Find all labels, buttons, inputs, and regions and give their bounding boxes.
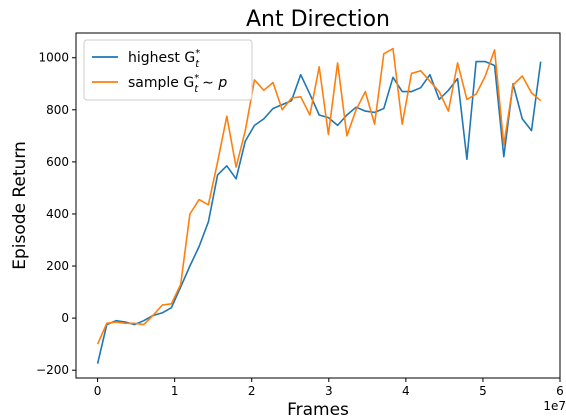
plot-frame: [75, 32, 561, 379]
chart-title: Ant Direction: [246, 7, 390, 32]
y-axis-ticks: −200 0 200 400 600 800 1000: [36, 51, 76, 377]
y-axis-label: Episode Return: [10, 141, 30, 270]
plot-area-border: [75, 32, 561, 379]
x-axis-label: Frames: [287, 400, 349, 420]
legend: highest G* t sample G* t ∼ p: [83, 39, 253, 101]
series-line-2: [96, 47, 542, 345]
x-tick-label: 1: [171, 384, 179, 398]
x-tick-label: 2: [248, 384, 256, 398]
x-tick-label: 0: [94, 384, 102, 398]
x-tick-label: 4: [402, 384, 410, 398]
y-tick-label: 400: [46, 207, 69, 221]
y-tick-label: 200: [46, 259, 69, 273]
y-tick-label: 1000: [38, 51, 69, 65]
legend-label-2: sample G* t ∼ p: [128, 73, 227, 95]
x-axis-offset-label: 1e7: [543, 399, 566, 413]
x-tick-label: 6: [556, 384, 564, 398]
series-line-1: [96, 60, 542, 364]
y-tick-label: 800: [46, 103, 69, 117]
x-tick-label: 5: [479, 384, 487, 398]
y-tick-label: 0: [61, 311, 69, 325]
y-tick-label: 600: [46, 155, 69, 169]
x-tick-label: 3: [325, 384, 333, 398]
y-tick-label: −200: [36, 363, 69, 377]
legend-box: [83, 39, 253, 101]
legend-label-1: highest G* t: [128, 48, 200, 70]
x-axis-ticks: 0 1 2 3 4 5 6: [94, 378, 564, 398]
series-lines: [96, 47, 542, 364]
